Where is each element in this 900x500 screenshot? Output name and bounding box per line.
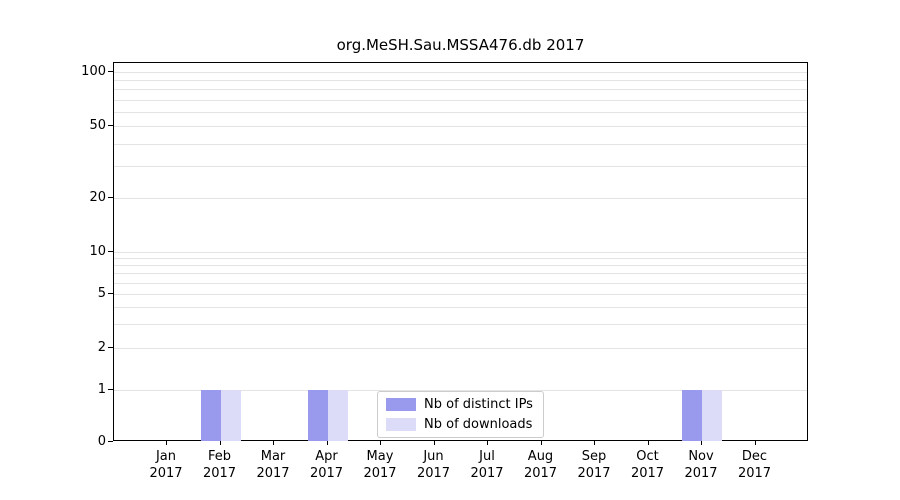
- x-axis-tick-label: Sep 2017: [577, 449, 611, 481]
- x-axis-tick-mark: [380, 441, 381, 445]
- bar-apr-1: [327, 390, 348, 441]
- y-axis-tick-label: 2: [97, 340, 106, 355]
- legend-label-1: Nb of downloads: [424, 417, 533, 432]
- x-axis-tick-mark: [594, 441, 595, 445]
- x-axis-tick-mark: [701, 441, 702, 445]
- gridline: [114, 283, 807, 284]
- gridline: [114, 258, 807, 259]
- gridline: [114, 252, 807, 253]
- x-axis-tick-label: Aug 2017: [523, 449, 558, 481]
- x-axis-tick-mark: [647, 441, 649, 445]
- y-axis-tick-mark: [108, 197, 113, 198]
- x-axis-tick-mark: [487, 441, 488, 445]
- x-axis-tick-label: Jan 2017: [149, 449, 183, 481]
- y-axis-tick-label: 20: [89, 190, 106, 205]
- y-axis-tick-label: 1: [97, 382, 106, 397]
- x-axis-tick-mark: [754, 441, 756, 445]
- x-axis-tick-label: May 2017: [363, 449, 397, 481]
- x-axis-tick-label: Jun 2017: [416, 449, 451, 481]
- x-axis-tick-label: Apr 2017: [309, 449, 344, 481]
- legend-item-1: Nb of downloads: [386, 417, 533, 432]
- chart-title: org.MeSH.Sau.MSSA476.db 2017: [336, 36, 585, 54]
- y-axis-tick-mark: [108, 293, 113, 294]
- x-axis-tick-mark: [433, 441, 435, 445]
- bar-feb-0: [200, 390, 221, 441]
- plot-area: [113, 62, 808, 441]
- x-axis-tick-label: Oct 2017: [630, 449, 665, 481]
- y-axis-tick-mark: [108, 389, 113, 390]
- x-axis-tick-mark: [273, 441, 274, 445]
- x-axis-tick-label: Nov 2017: [684, 449, 718, 481]
- x-axis-tick-mark: [540, 441, 542, 445]
- y-axis-tick-label: 0: [97, 434, 106, 449]
- legend-swatch-0: [386, 398, 416, 411]
- legend-swatch-1: [386, 418, 416, 431]
- y-axis-tick-label: 50: [89, 118, 106, 133]
- gridline: [114, 166, 807, 167]
- bar-nov-0: [682, 390, 702, 441]
- gridline: [114, 324, 807, 325]
- legend: Nb of distinct IPs Nb of downloads: [377, 391, 544, 438]
- gridline: [114, 144, 807, 145]
- gridline: [114, 126, 807, 127]
- gridline: [114, 390, 807, 391]
- x-axis-tick-label: Jul 2017: [470, 449, 504, 481]
- y-axis-tick-mark: [108, 71, 113, 72]
- gridline: [114, 265, 807, 266]
- gridline: [114, 273, 807, 274]
- bar-feb-1: [220, 390, 241, 441]
- y-axis-tick-label: 100: [81, 64, 106, 79]
- gridline: [114, 89, 807, 90]
- gridline: [114, 100, 807, 101]
- x-axis-tick-label: Feb 2017: [202, 449, 237, 481]
- y-axis-tick-mark: [108, 251, 113, 252]
- x-axis-tick-mark: [166, 441, 167, 445]
- x-axis-tick-label: Mar 2017: [256, 449, 290, 481]
- gridline: [114, 307, 807, 308]
- y-axis-tick-mark: [108, 125, 113, 126]
- gridline: [114, 80, 807, 81]
- legend-item-0: Nb of distinct IPs: [386, 397, 533, 412]
- y-axis-tick-label: 5: [97, 286, 106, 301]
- legend-label-0: Nb of distinct IPs: [424, 397, 533, 412]
- bar-apr-0: [307, 390, 328, 441]
- bar-nov-1: [702, 390, 722, 441]
- gridline: [114, 112, 807, 113]
- y-axis-tick-label: 10: [89, 244, 106, 259]
- x-axis-tick-mark: [326, 441, 328, 445]
- x-axis-tick-mark: [219, 441, 221, 445]
- gridline: [114, 294, 807, 295]
- gridline: [114, 198, 807, 199]
- gridline: [114, 72, 807, 73]
- x-axis-tick-label: Dec 2017: [737, 449, 772, 481]
- y-axis-tick-mark: [108, 441, 113, 442]
- gridline: [114, 348, 807, 349]
- y-axis-tick-mark: [108, 347, 113, 348]
